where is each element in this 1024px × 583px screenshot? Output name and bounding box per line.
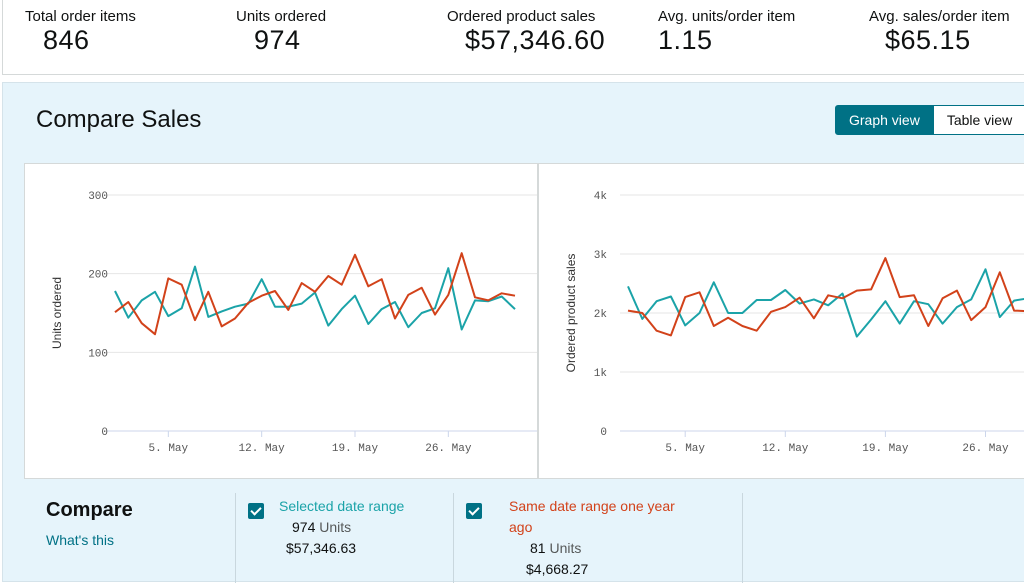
view-toggle: Graph view Table view (835, 105, 1024, 135)
y-tick-label: 1k (594, 368, 608, 380)
table-view-button[interactable]: Table view (933, 105, 1024, 135)
last-year-label-line1: Same date range one year (509, 498, 675, 514)
metric-total-order-items: Total order items 846 (25, 8, 136, 56)
selected-range-label: Selected date range (279, 498, 405, 514)
metric-value: $57,346.60 (465, 25, 606, 55)
selected-sales: $57,346.63 (286, 540, 357, 556)
metrics-bar: Total order items 846 Units ordered 974 … (2, 0, 1024, 75)
y-tick-label: 0 (600, 427, 607, 439)
compare-heading: Compare (46, 499, 133, 521)
series-line-last-year[interactable] (114, 252, 516, 336)
compare-sales-panel: Compare Sales Graph view Table view 0 100… (2, 82, 1024, 583)
metric-value: 974 (254, 25, 301, 55)
y-tick-label: 100 (88, 348, 108, 360)
last-year-units-number: 81 (530, 540, 546, 556)
metric-label: Ordered product sales (447, 8, 596, 25)
metric-value: $65.15 (885, 25, 971, 55)
whats-this-link[interactable]: What's this (46, 532, 115, 548)
last-year-option: Same date range one year ago 81 Units $4… (453, 493, 743, 583)
x-tick-label: 12. May (239, 443, 286, 455)
units-chart: 0 100 200 300 5. May 12. May 19. May 26. May Uni… (24, 163, 545, 479)
x-tick-label: 26. May (962, 443, 1009, 455)
x-tick-label: 26. May (425, 443, 472, 455)
y-tick-label: 3k (594, 250, 608, 262)
metric-label: Avg. units/order item (658, 8, 796, 25)
selected-units-word: Units (319, 519, 352, 535)
units-chart-svg: 0 100 200 300 5. May 12. May 19. May 26. May Uni… (50, 191, 545, 455)
selected-range-checkbox[interactable] (248, 503, 264, 519)
y-tick-label: 2k (594, 309, 608, 321)
series-line-last-year[interactable] (627, 257, 1024, 337)
panel-title: Compare Sales (36, 106, 202, 133)
y-axis-title: Units ordered (50, 277, 64, 349)
metric-units-ordered: Units ordered 974 (236, 8, 326, 56)
metric-avg-units: Avg. units/order item 1.15 (658, 8, 795, 56)
last-year-checkbox[interactable] (466, 503, 482, 519)
y-tick-label: 0 (101, 427, 108, 439)
last-year-units-word: Units (549, 540, 582, 556)
selected-units-number: 974 (292, 519, 316, 535)
y-axis-title: Ordered product sales (564, 254, 578, 373)
metric-label: Total order items (25, 8, 136, 25)
metric-ordered-product-sales: Ordered product sales $57,346.60 (447, 8, 605, 56)
x-tick-label: 5. May (149, 443, 189, 455)
selected-units: 974 Units (292, 519, 351, 535)
x-tick-label: 5. May (665, 443, 705, 455)
last-year-units: 81 Units (530, 540, 581, 556)
metric-label: Units ordered (236, 8, 327, 25)
selected-range-option: Selected date range 974 Units $57,346.63 (235, 493, 454, 583)
sales-chart: 0 1k 2k 3k 4k 5. May 12. May 19. May 26. May Orde… (538, 163, 1024, 479)
series-line-selected-range[interactable] (627, 268, 1024, 338)
y-tick-label: 300 (88, 191, 108, 203)
metric-label: Avg. sales/order item (869, 8, 1010, 25)
graph-view-button[interactable]: Graph view (835, 105, 934, 135)
sales-chart-svg: 0 1k 2k 3k 4k 5. May 12. May 19. May 26. May Orde… (564, 191, 1024, 455)
last-year-label-line2: ago (509, 519, 533, 535)
metric-value: 1.15 (658, 25, 713, 55)
metric-avg-sales: Avg. sales/order item $65.15 (869, 8, 1010, 56)
x-tick-label: 19. May (332, 443, 379, 455)
last-year-sales: $4,668.27 (526, 561, 589, 577)
x-tick-label: 19. May (862, 443, 909, 455)
metric-value: 846 (43, 25, 90, 55)
y-tick-label: 4k (594, 191, 608, 203)
y-tick-label: 200 (88, 270, 108, 282)
x-tick-label: 12. May (762, 443, 809, 455)
